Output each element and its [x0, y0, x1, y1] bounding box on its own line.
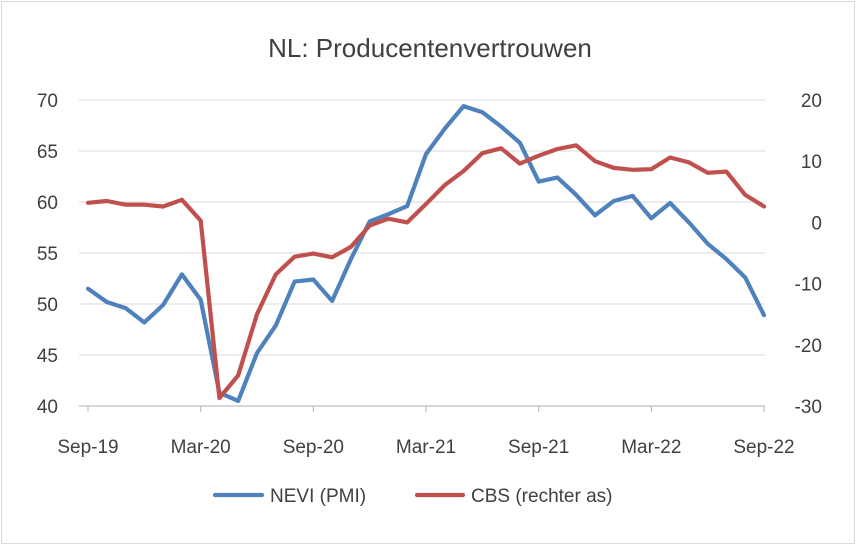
x-tick-label: Sep-19 — [57, 437, 118, 458]
right-tick-label: -30 — [795, 397, 822, 418]
series-line-nevi — [85, 103, 767, 403]
legend-label: NEVI (PMI) — [270, 486, 366, 507]
x-tick-label: Sep-20 — [283, 437, 344, 458]
x-axis: Sep-19 Mar-20 Sep-20 Mar-21 Sep-21 Mar-22 Sep-… — [57, 405, 795, 458]
left-tick-label: 60 — [37, 193, 58, 214]
left-tick-label: 45 — [37, 346, 58, 367]
gridlines — [79, 99, 765, 356]
x-tick-label: Sep-21 — [508, 437, 569, 458]
x-tick-label: Mar-22 — [621, 437, 681, 458]
left-tick-label: 55 — [37, 244, 58, 265]
right-tick-label: -10 — [795, 275, 822, 296]
left-tick-label: 70 — [37, 91, 58, 112]
x-tick-label: Sep-22 — [733, 437, 794, 458]
left-tick-label: 40 — [37, 397, 58, 418]
left-axis-ticks: 40 45 50 55 60 65 70 — [37, 91, 58, 418]
series-lines — [85, 103, 767, 403]
x-tick-label: Mar-20 — [171, 437, 231, 458]
left-tick-label: 65 — [37, 142, 58, 163]
chart-title: NL: Producentenvertrouwen — [268, 33, 592, 63]
x-tick-label: Mar-21 — [396, 437, 456, 458]
legend: NEVI (PMI) CBS (rechter as) — [212, 486, 612, 507]
left-tick-label: 50 — [37, 295, 58, 316]
right-tick-label: 0 — [811, 213, 822, 234]
right-axis-ticks: -30 -20 -10 0 10 20 — [795, 91, 822, 418]
right-tick-label: 20 — [801, 91, 822, 112]
legend-label: CBS (rechter as) — [471, 486, 612, 507]
series-line-cbs — [85, 143, 767, 401]
right-tick-label: 10 — [801, 152, 822, 173]
right-tick-label: -20 — [795, 336, 822, 357]
